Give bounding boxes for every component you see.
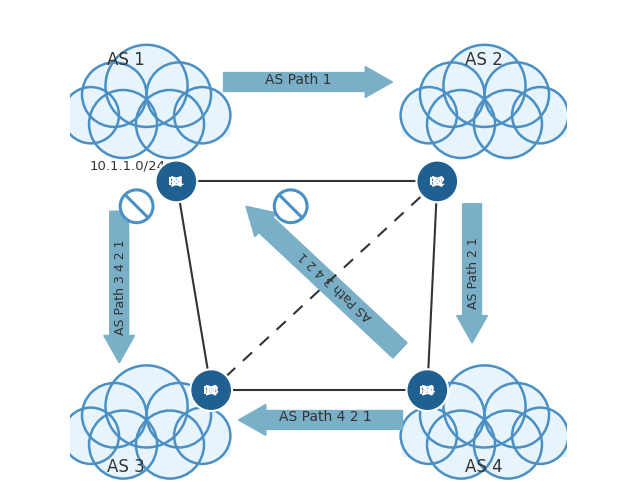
Circle shape (174, 408, 230, 464)
Circle shape (443, 365, 525, 447)
Text: AS Path 3 4 2 1: AS Path 3 4 2 1 (114, 239, 127, 335)
Text: AS 1: AS 1 (107, 51, 144, 69)
Circle shape (106, 365, 188, 447)
Circle shape (82, 383, 146, 447)
Circle shape (155, 161, 197, 202)
Text: R2: R2 (429, 177, 445, 187)
Bar (64, 115, 228, 136)
Circle shape (274, 190, 307, 223)
FancyArrow shape (246, 206, 407, 358)
Text: R1: R1 (169, 177, 184, 187)
FancyArrow shape (224, 67, 392, 97)
Circle shape (401, 87, 457, 143)
Circle shape (82, 63, 146, 127)
Circle shape (417, 161, 458, 202)
Text: AS Path 3 4 2 1: AS Path 3 4 2 1 (296, 248, 375, 323)
Circle shape (136, 411, 204, 479)
Text: R4: R4 (419, 386, 436, 396)
FancyArrow shape (457, 204, 487, 343)
Bar (403, 436, 567, 456)
Text: AS Path 1: AS Path 1 (265, 73, 331, 86)
Circle shape (512, 408, 569, 464)
Text: AS 2: AS 2 (465, 51, 502, 69)
FancyArrow shape (104, 211, 135, 363)
Circle shape (427, 411, 495, 479)
Circle shape (146, 383, 211, 447)
Circle shape (401, 408, 457, 464)
Circle shape (63, 87, 119, 143)
Circle shape (146, 63, 211, 127)
Circle shape (512, 87, 569, 143)
FancyArrow shape (238, 405, 403, 435)
Circle shape (420, 63, 485, 127)
Text: AS 4: AS 4 (465, 458, 502, 476)
Circle shape (89, 411, 157, 479)
Text: 10.1.1.0/24: 10.1.1.0/24 (90, 160, 165, 173)
Text: R3: R3 (203, 386, 219, 396)
Circle shape (174, 87, 230, 143)
Circle shape (427, 90, 495, 158)
Circle shape (89, 90, 157, 158)
Circle shape (190, 369, 232, 411)
Circle shape (136, 90, 204, 158)
Text: AS Path 4 2 1: AS Path 4 2 1 (279, 411, 372, 424)
Text: AS Path 2 1: AS Path 2 1 (467, 238, 480, 309)
Circle shape (63, 408, 119, 464)
Circle shape (485, 383, 549, 447)
Bar (403, 115, 567, 136)
Circle shape (120, 190, 153, 223)
Circle shape (474, 411, 542, 479)
Circle shape (485, 63, 549, 127)
Circle shape (474, 90, 542, 158)
Circle shape (406, 369, 448, 411)
Circle shape (420, 383, 485, 447)
Circle shape (106, 45, 188, 127)
Bar (64, 436, 228, 456)
Circle shape (443, 45, 525, 127)
Text: AS 3: AS 3 (107, 458, 144, 476)
